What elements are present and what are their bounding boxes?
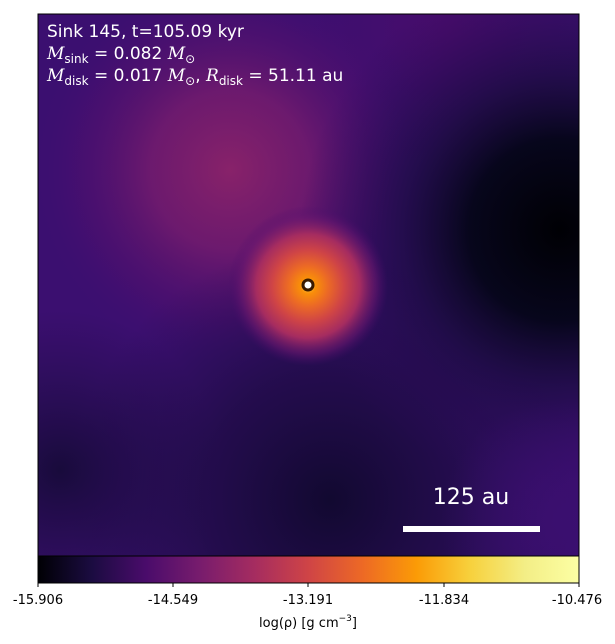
disk-properties-text: Mdisk = 0.017 M⊙, Rdisk = 51.11 au: [46, 66, 343, 88]
annotation-title: Sink 145, t=105.09 kyr: [47, 22, 244, 42]
sink-marker: [301, 278, 315, 292]
colorbar-tick-label: -11.834: [419, 593, 469, 608]
colorbar-tick-label: -13.191: [283, 593, 333, 608]
colorbar-tick-label: -15.906: [13, 593, 63, 608]
scale-bar: 125 au: [403, 485, 540, 532]
colorbar-ticks: [37, 583, 580, 587]
colorbar-tick-label: -14.549: [148, 593, 198, 608]
annotation-block: Sink 145, t=105.09 kyr Msink = 0.082 M⊙ …: [46, 22, 343, 88]
colorbar-tick-label: -10.476: [552, 593, 602, 608]
colorbar-gradient: [37, 555, 580, 584]
colorbar-axis-label: log(ρ) [g cm−3]: [259, 614, 357, 631]
colorbar: -15.906 -14.549 -13.191 -11.834 -10.476 …: [13, 555, 602, 631]
scale-bar-line: [403, 526, 540, 532]
sink-mass-text: Msink = 0.082 M⊙: [46, 44, 195, 66]
scale-bar-label: 125 au: [433, 485, 509, 510]
